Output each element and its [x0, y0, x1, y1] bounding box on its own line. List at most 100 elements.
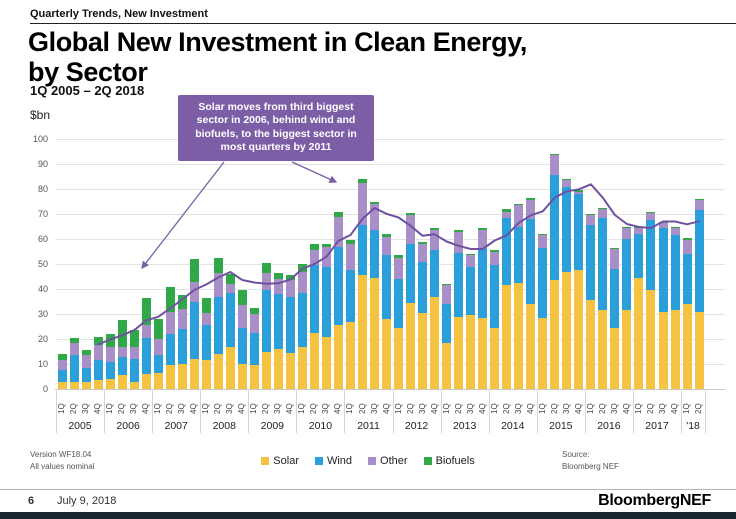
bar-segment-biofuels — [586, 214, 596, 216]
bar-segment-biofuels — [670, 226, 680, 228]
stacked-bar — [454, 230, 464, 389]
bar-segment-other — [430, 230, 440, 251]
chart-plot-area: 0 10 20 30 40 50 60 70 80 90 100 — [33, 134, 725, 394]
x-tick-quarter-label: 1Q — [393, 403, 403, 414]
bar-segment-other — [670, 227, 680, 236]
bar-segment-solar — [165, 365, 175, 389]
bar-segment-biofuels — [430, 227, 440, 231]
year-separator — [536, 391, 538, 433]
bar-segment-solar — [646, 290, 656, 389]
bar-segment-other — [514, 205, 524, 227]
x-tick-quarter-label: 3Q — [369, 403, 379, 414]
bar-segment-solar — [562, 271, 572, 389]
stacked-bar — [442, 284, 452, 389]
stacked-bar — [610, 247, 620, 389]
x-axis-year-label: '18 — [686, 420, 700, 432]
x-tick-quarter-label: 2Q — [645, 403, 655, 414]
bar-segment-biofuels — [478, 227, 488, 231]
bar-segment-wind — [490, 265, 500, 328]
trend-line — [97, 183, 701, 346]
bar-segment-biofuels — [550, 154, 560, 156]
bar-segment-wind — [297, 292, 307, 347]
x-axis-year-label: 2008 — [212, 420, 236, 432]
x-tick-quarter-label: 2Q — [453, 403, 463, 414]
bar-segment-wind — [285, 296, 295, 353]
bar-segment-solar — [514, 282, 524, 389]
gridline-80 — [55, 189, 725, 190]
bar-segment-solar — [658, 311, 668, 389]
x-tick-quarter-label: 1Q — [297, 403, 307, 414]
x-tick-quarter-label: 1Q — [249, 403, 259, 414]
bar-segment-wind — [574, 194, 584, 271]
legend-item-wind: Wind — [314, 455, 352, 467]
bar-segment-other — [418, 244, 428, 262]
bar-segment-wind — [646, 220, 656, 291]
bar-segment-other — [213, 272, 223, 297]
x-tick-quarter-label: 4Q — [429, 403, 439, 414]
legend-swatch-wind — [314, 457, 323, 465]
bar-segment-other — [382, 236, 392, 256]
bar-segment-biofuels — [237, 290, 247, 306]
stacked-bar — [81, 350, 91, 389]
bar-segment-solar — [490, 327, 500, 389]
x-tick-quarter-label: 3Q — [465, 403, 475, 414]
year-separator — [632, 391, 634, 433]
bar-segment-solar — [622, 310, 632, 389]
stacked-bar — [69, 337, 79, 389]
stacked-bar — [57, 354, 67, 389]
x-tick-quarter-label: 4Q — [333, 403, 343, 414]
year-separator — [152, 391, 154, 433]
bar-segment-other — [658, 222, 668, 228]
y-tick-label: 20 — [37, 334, 48, 344]
bar-segment-wind — [406, 244, 416, 303]
stacked-bar — [466, 254, 476, 389]
x-tick-quarter-label: 4Q — [477, 403, 487, 414]
stacked-bar — [430, 227, 440, 389]
x-tick-quarter-label: 3Q — [417, 403, 427, 414]
bar-segment-biofuels — [165, 286, 175, 312]
y-tick-label: 70 — [37, 209, 48, 219]
bar-segment-other — [586, 215, 596, 226]
x-tick-quarter-label: 1Q — [537, 403, 547, 414]
bar-segment-biofuels — [81, 350, 91, 356]
stacked-bar — [201, 297, 211, 389]
bar-segment-solar — [57, 381, 67, 389]
bar-segment-biofuels — [177, 295, 187, 309]
stacked-bar — [514, 204, 524, 389]
x-axis-year-label: 2011 — [357, 420, 380, 432]
bar-segment-solar — [550, 280, 560, 389]
bar-segment-wind — [670, 235, 680, 311]
bar-segment-biofuels — [394, 255, 404, 258]
x-tick-quarter-label: 4Q — [285, 403, 295, 414]
bar-segment-biofuels — [490, 250, 500, 252]
bar-segment-other — [538, 235, 548, 248]
bar-segment-solar — [526, 304, 536, 389]
year-separator — [200, 391, 202, 433]
bar-segment-wind — [502, 217, 512, 286]
y-tick-label: 100 — [32, 134, 48, 144]
source-name: Bloomberg NEF — [562, 462, 619, 471]
x-tick-quarter-label: 2Q — [694, 403, 704, 414]
bar-segment-other — [634, 227, 644, 234]
stacked-bar — [550, 154, 560, 389]
bar-segment-other — [177, 309, 187, 329]
stacked-bar — [382, 234, 392, 389]
bar-segment-other — [81, 355, 91, 368]
bar-segment-solar — [442, 342, 452, 389]
bar-segment-wind — [694, 210, 704, 312]
x-tick-quarter-label: 2Q — [309, 403, 319, 414]
stacked-bar — [189, 259, 199, 389]
year-separator — [344, 391, 346, 433]
bar-segment-wind — [598, 217, 608, 311]
bar-segment-biofuels — [514, 204, 524, 206]
source-footnote: Source: Bloomberg NEF — [562, 449, 619, 473]
page-number: 6 — [28, 495, 35, 507]
bar-segment-wind — [370, 230, 380, 278]
legend-swatch-solar — [261, 457, 270, 465]
bar-segment-solar — [297, 346, 307, 389]
bar-segment-wind — [141, 337, 151, 374]
y-tick-label: 30 — [37, 309, 48, 319]
year-separator — [296, 391, 298, 433]
x-axis-year-label: 2012 — [404, 420, 429, 432]
bar-segment-biofuels — [153, 319, 163, 339]
